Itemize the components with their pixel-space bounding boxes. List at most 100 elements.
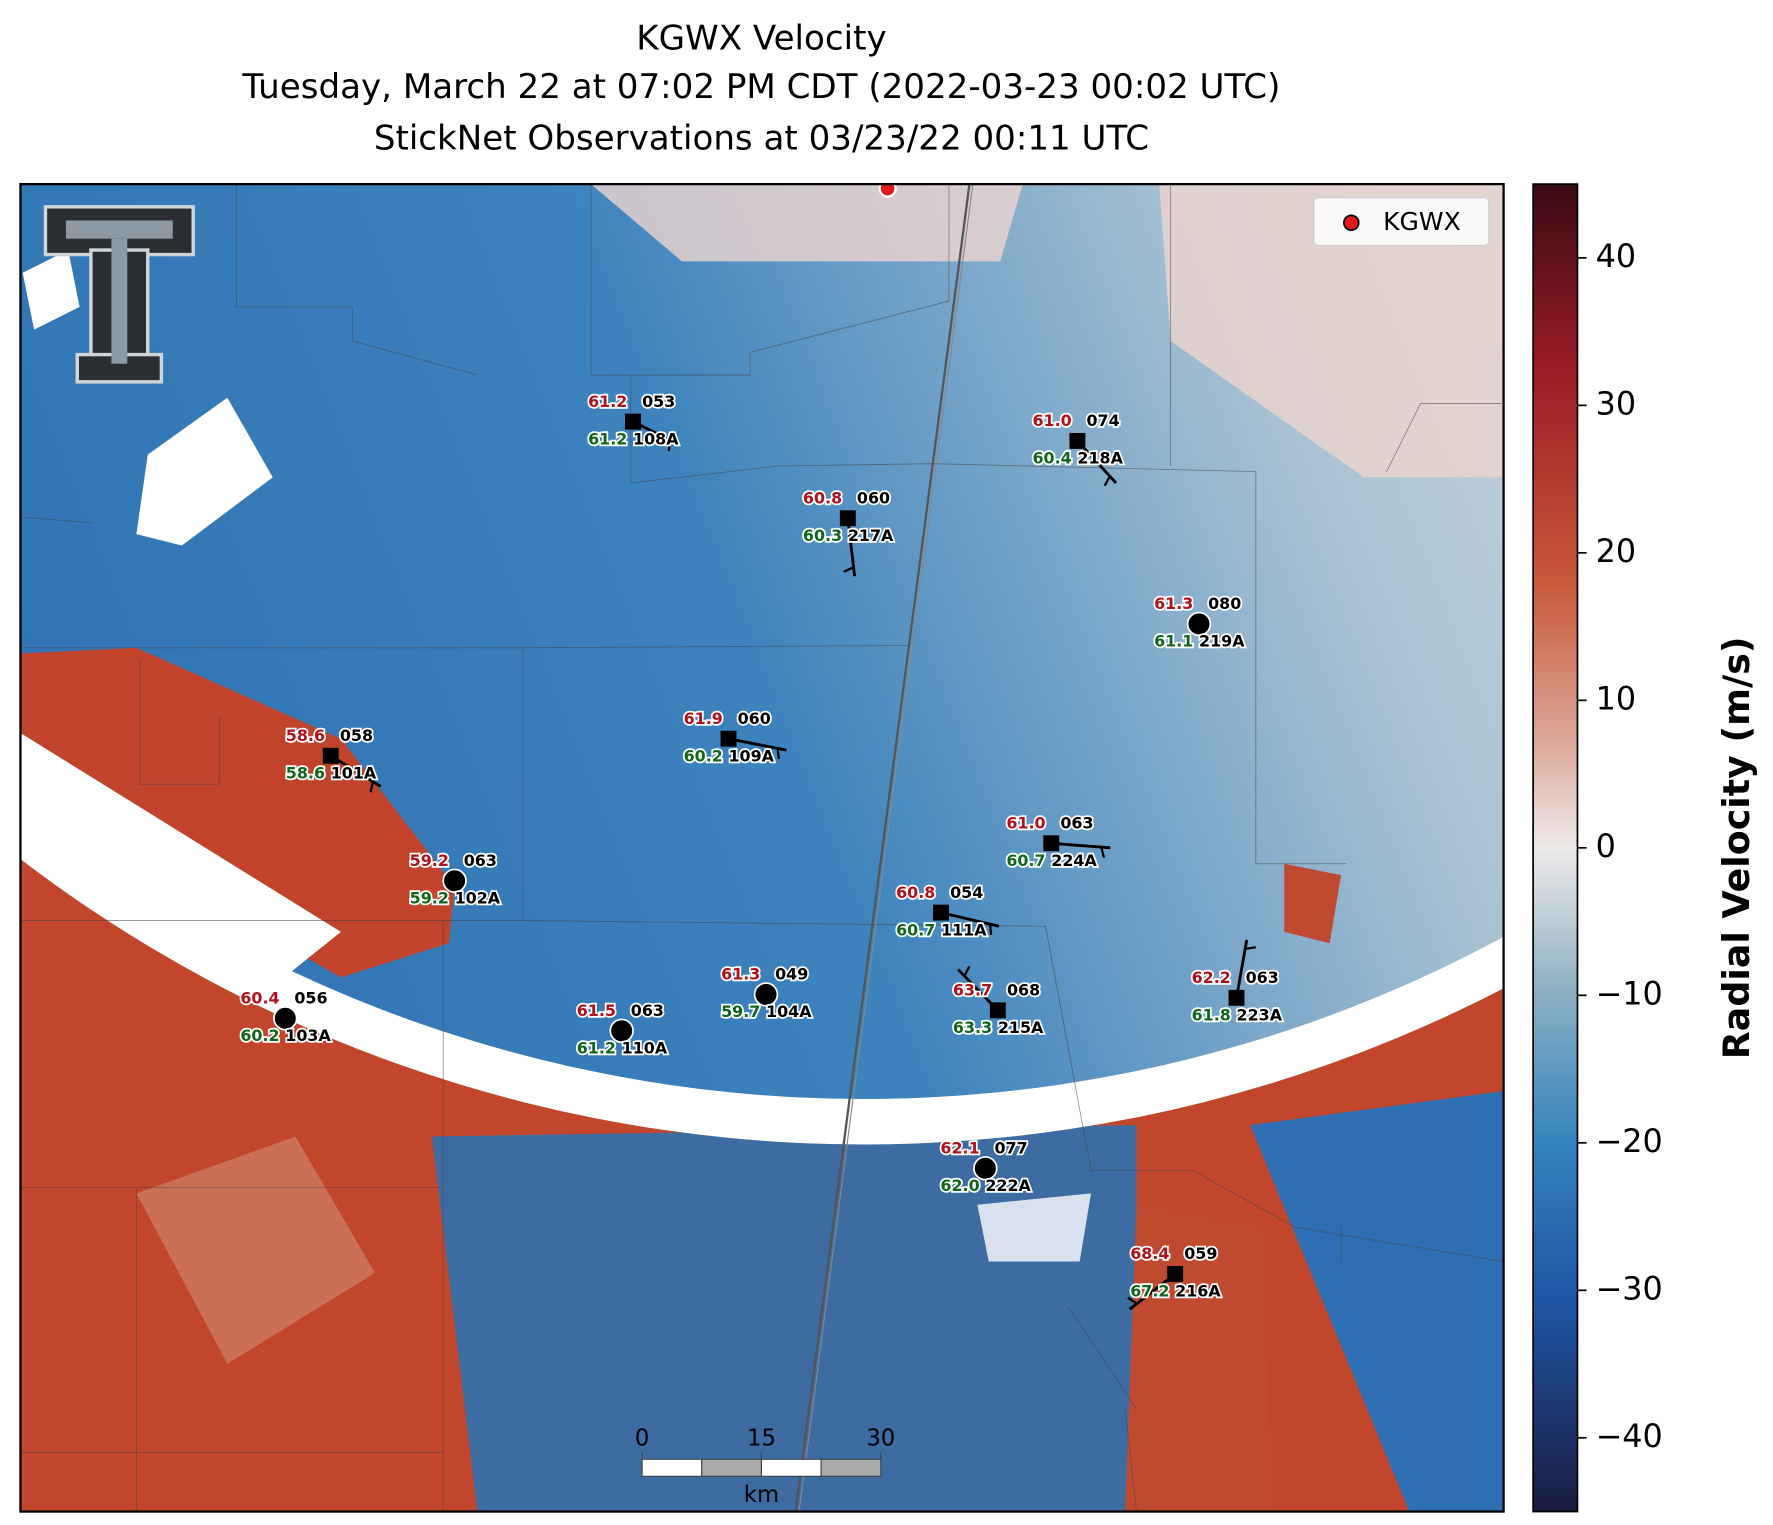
wind-barb-flag [1127, 1296, 1138, 1305]
temperature: 62.1 [940, 1139, 979, 1158]
station-id: 223A [1237, 1006, 1283, 1025]
scale-tick-label: 15 [747, 1425, 776, 1451]
station: 58.6 058 58.6 101A [284, 724, 382, 793]
station: 62.2 063 61.8 223A [1190, 939, 1284, 1026]
station-marker [322, 747, 339, 764]
station-marker [720, 730, 737, 747]
map-frame [19, 182, 1505, 1513]
station-id: 103A [285, 1026, 331, 1045]
scale-bar: 0 15 30 km [635, 1425, 895, 1508]
dewpoint: 61.2 [588, 429, 627, 448]
station-code: 060 [738, 709, 771, 728]
station-marker [989, 1002, 1006, 1019]
station-marker [1167, 1266, 1184, 1282]
station-marker [839, 510, 856, 527]
dewpoint: 60.3 [803, 526, 842, 545]
wind-barb-flag [1244, 946, 1256, 950]
temperature: 60.4 [240, 988, 279, 1007]
calm-wind-marker [753, 982, 779, 1007]
wind-barb-flag [989, 924, 993, 936]
temperature: 68.4 [1130, 1244, 1169, 1263]
dewpoint: 59.2 [410, 888, 449, 907]
calm-wind-marker [973, 1156, 998, 1181]
station-code: 063 [1246, 968, 1279, 987]
colorbar-tick-label: 10 [1596, 679, 1636, 717]
station-code: 063 [464, 851, 497, 870]
dewpoint: 60.2 [240, 1026, 279, 1045]
station-marker [1069, 433, 1086, 449]
observations-title: StickNet Observations at 03/23/22 00:11 … [374, 118, 1149, 158]
station-id: 224A [1051, 851, 1097, 870]
station-code: 056 [294, 988, 327, 1007]
station-code: 058 [340, 726, 373, 745]
dewpoint: 58.6 [286, 763, 325, 782]
temperature: 62.2 [1192, 968, 1231, 987]
station: 63.7 068 63.3 215A [951, 965, 1046, 1039]
calm-wind-marker [609, 1018, 634, 1044]
station-code: 054 [950, 883, 983, 902]
station-marker [933, 904, 949, 921]
wind-barb-flag [369, 781, 375, 793]
temperature: 61.0 [1032, 411, 1071, 430]
colorbar-tick-label: −10 [1596, 974, 1663, 1012]
colorbar: Radial Velocity (m/s) 40 30 20 10 0 −10 −20 −30… [1532, 183, 1758, 1513]
temperature: 61.0 [1006, 813, 1045, 832]
legend-box [1313, 197, 1490, 247]
station-marker [625, 413, 641, 430]
scale-segment [701, 1458, 763, 1477]
dewpoint: 61.8 [1192, 1006, 1231, 1025]
colorbar-tick-label: 0 [1596, 827, 1616, 865]
station-code: 049 [775, 965, 808, 984]
station: 61.9 060 60.2 109A [682, 707, 787, 767]
temperature: 61.3 [1154, 594, 1193, 613]
temperature: 61.2 [588, 392, 627, 411]
station-id: 216A [1175, 1282, 1221, 1301]
scale-segment [641, 1458, 703, 1477]
station-id: 215A [998, 1018, 1044, 1037]
legend-marker [1343, 214, 1360, 231]
station: 60.4 056 60.2 103A [239, 987, 334, 1047]
station-code: 068 [1007, 981, 1040, 1000]
station-id: 110A [622, 1038, 668, 1057]
station: 61.0 063 60.7 224A [1005, 812, 1111, 872]
station-id: 109A [728, 746, 774, 765]
station-code: 053 [642, 392, 675, 411]
station: 68.4 059 67.2 216A [1127, 1242, 1223, 1311]
colorbar-tick-label: 20 [1596, 532, 1636, 570]
station: 61.3 080 61.1 219A [1152, 592, 1247, 652]
station-id: 222A [985, 1176, 1031, 1195]
station-id: 104A [766, 1002, 812, 1021]
station: 61.0 074 60.4 218A [1031, 409, 1125, 487]
wind-barb-flag [1100, 846, 1106, 858]
scale-unit: km [744, 1482, 779, 1508]
legend: KGWX [1313, 197, 1490, 247]
dewpoint: 60.7 [1006, 851, 1045, 870]
station-code: 077 [994, 1139, 1027, 1158]
station-id: 108A [633, 429, 679, 448]
subtitle: Tuesday, March 22 at 07:02 PM CDT (2022-… [242, 67, 1281, 107]
station-code: 063 [631, 1001, 664, 1020]
wind-barb [846, 518, 857, 577]
station-code: 059 [1184, 1244, 1217, 1263]
station: 60.8 060 60.3 217A [801, 487, 896, 577]
station-code: 060 [857, 488, 890, 507]
dewpoint: 60.7 [896, 920, 935, 939]
station: 61.2 053 61.2 108A [586, 390, 681, 452]
colorbar-tick-label: −40 [1596, 1417, 1663, 1455]
station: 62.1 077 62.0 222A [939, 1137, 1034, 1197]
station-marker [1228, 989, 1245, 1006]
scale-tick-label: 0 [635, 1425, 649, 1451]
wind-barb-flag [1103, 475, 1111, 487]
calm-wind-marker [273, 1006, 298, 1031]
dewpoint: 61.1 [1154, 632, 1193, 651]
wind-barb-flag [776, 748, 781, 760]
title: KGWX Velocity [636, 18, 886, 58]
colorbar-ramp [1532, 183, 1579, 1513]
station-id: 219A [1199, 632, 1245, 651]
station: 61.5 063 61.2 110A [575, 999, 670, 1059]
temperature: 60.8 [803, 488, 842, 507]
dewpoint: 59.7 [721, 1002, 760, 1021]
dewpoint: 67.2 [1130, 1282, 1169, 1301]
dewpoint: 62.0 [940, 1176, 979, 1195]
